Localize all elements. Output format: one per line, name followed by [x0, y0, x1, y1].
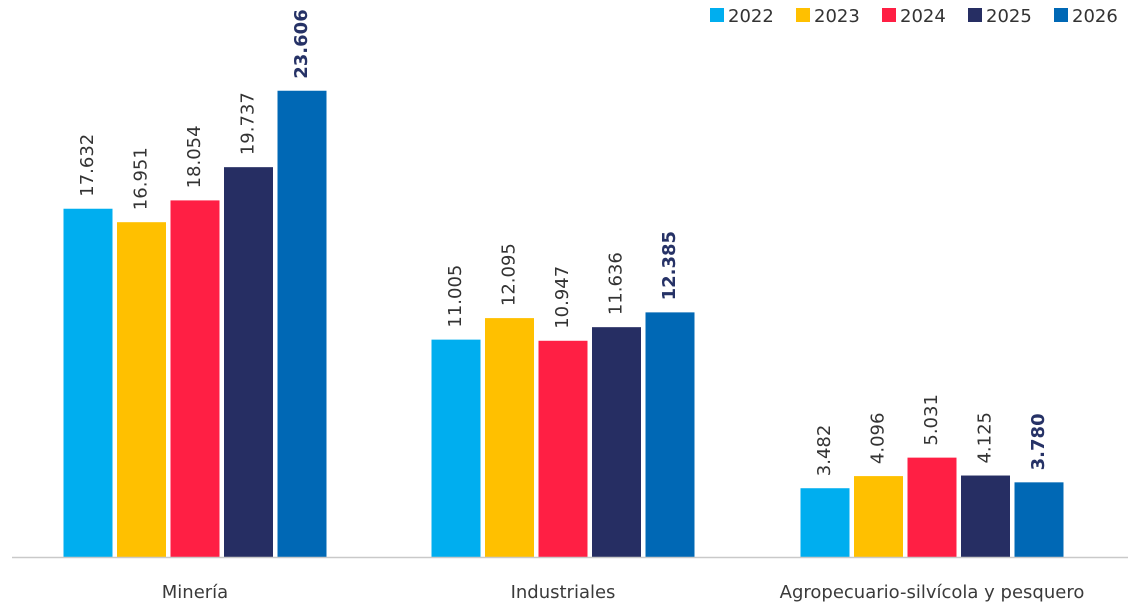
bars — [63, 90, 1064, 558]
legend-swatch-2024 — [882, 8, 896, 22]
data-label-minería-2022: 17.632 — [77, 134, 98, 197]
bar-minería-2026 — [277, 90, 327, 557]
legend-swatch-2023 — [796, 8, 810, 22]
data-label-industriales-2025: 11.636 — [606, 252, 627, 315]
legend-label-2025: 2025 — [986, 6, 1032, 27]
bar-industriales-2025 — [592, 327, 641, 557]
bar-industriales-2024 — [538, 340, 588, 557]
bar-agropecuario-silvícola-y-pesquero-2024 — [907, 457, 957, 557]
data-label-agropecuario-silvícola-y-pesquero-2026: 3.780 — [1028, 413, 1049, 470]
x-axis-category-label: Minería — [162, 582, 228, 603]
x-axis-category-label: Agropecuario-silvícola y pesquero — [780, 582, 1085, 603]
data-label-industriales-2022: 11.005 — [445, 265, 466, 328]
data-label-minería-2026: 23.606 — [291, 9, 312, 78]
bar-minería-2023 — [117, 222, 166, 558]
legend-label-2023: 2023 — [814, 6, 860, 27]
legend: 2022 2023 2024 2025 2026 — [710, 6, 1118, 27]
bar-minería-2022 — [63, 208, 113, 557]
legend-label-2022: 2022 — [728, 6, 774, 27]
bar-industriales-2026 — [645, 312, 695, 557]
legend-label-2026: 2026 — [1072, 6, 1118, 27]
legend-swatch-2026 — [1054, 8, 1068, 22]
data-label-industriales-2026: 12.385 — [659, 231, 680, 300]
data-label-industriales-2023: 12.095 — [499, 243, 520, 306]
bar-agropecuario-silvícola-y-pesquero-2026 — [1014, 482, 1064, 557]
bar-industriales-2023 — [485, 318, 534, 557]
bar-minería-2025 — [224, 167, 273, 558]
data-labels: 17.632 16.951 18.054 19.737 23.606 11.005 12.0… — [77, 9, 1049, 476]
bar-agropecuario-silvícola-y-pesquero-2023 — [854, 476, 903, 557]
data-label-minería-2024: 18.054 — [184, 125, 205, 188]
bar-minería-2024 — [170, 200, 220, 557]
x-axis: Minería Industriales Agropecuario-silvícol… — [12, 556, 1128, 603]
data-label-minería-2023: 16.951 — [131, 147, 152, 210]
x-axis-category-label: Industriales — [511, 582, 616, 603]
legend-swatch-2025 — [968, 8, 982, 22]
data-label-agropecuario-silvícola-y-pesquero-2023: 4.096 — [868, 413, 889, 465]
data-label-agropecuario-silvícola-y-pesquero-2025: 4.125 — [975, 412, 996, 464]
data-label-agropecuario-silvícola-y-pesquero-2022: 3.482 — [814, 425, 835, 477]
bar-agropecuario-silvícola-y-pesquero-2022 — [800, 488, 850, 557]
legend-swatch-2022 — [710, 8, 724, 22]
bar-industriales-2022 — [431, 339, 481, 557]
data-label-minería-2025: 19.737 — [238, 92, 259, 155]
data-label-agropecuario-silvícola-y-pesquero-2024: 5.031 — [921, 394, 942, 446]
data-label-industriales-2024: 10.947 — [552, 266, 573, 329]
legend-label-2024: 2024 — [900, 6, 946, 27]
bar-agropecuario-silvícola-y-pesquero-2025 — [961, 475, 1010, 557]
